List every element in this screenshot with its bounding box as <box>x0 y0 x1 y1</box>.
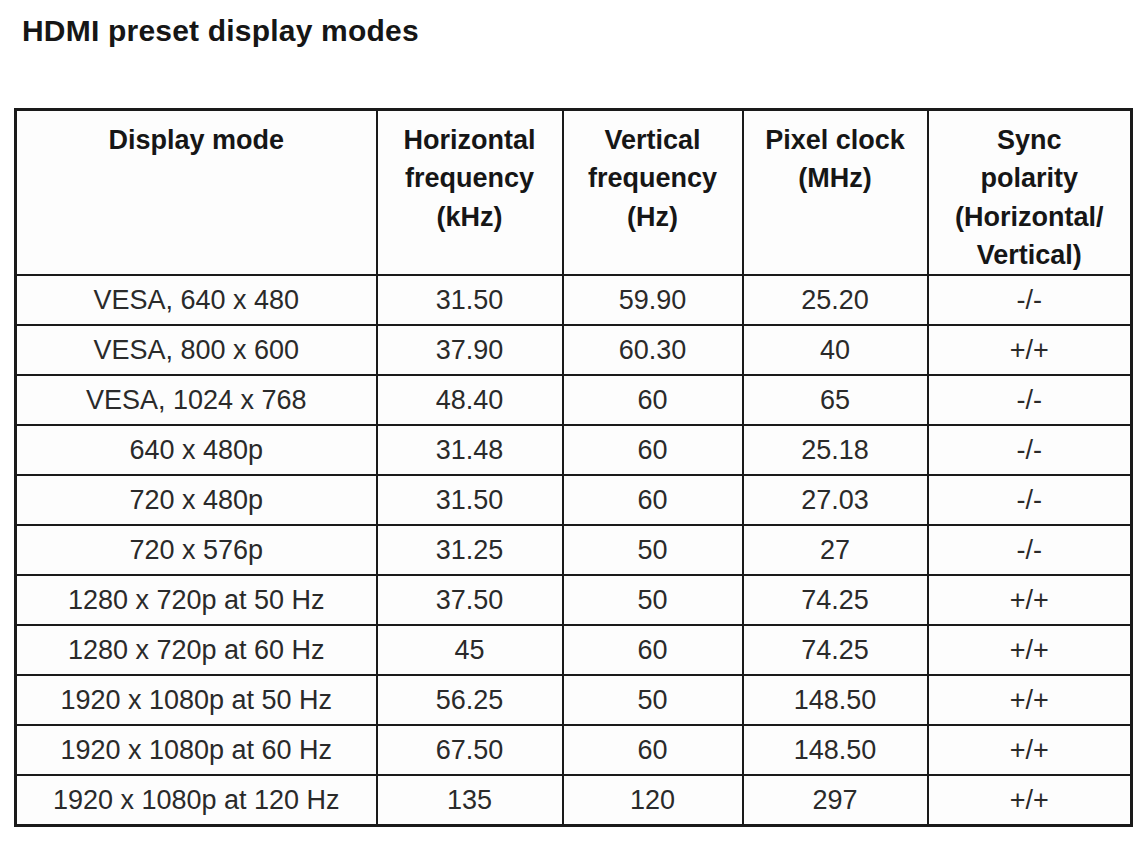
cell-pixel-clock: 27 <box>743 525 928 575</box>
cell-display-mode: VESA, 1024 x 768 <box>16 375 377 425</box>
document-page: HDMI preset display modes Display mode H… <box>0 0 1140 846</box>
cell-sync-polarity: -/- <box>928 425 1132 475</box>
cell-horizontal-frequency: 31.50 <box>377 275 563 325</box>
cell-horizontal-frequency: 135 <box>377 775 563 825</box>
cell-sync-polarity: +/+ <box>928 625 1132 675</box>
cell-pixel-clock: 297 <box>743 775 928 825</box>
cell-pixel-clock: 74.25 <box>743 625 928 675</box>
column-header-pixel-clock: Pixel clock (MHz) <box>743 110 928 276</box>
cell-display-mode: 720 x 480p <box>16 475 377 525</box>
cell-vertical-frequency: 50 <box>563 575 743 625</box>
cell-sync-polarity: +/+ <box>928 675 1132 725</box>
cell-sync-polarity: +/+ <box>928 575 1132 625</box>
column-header-display-mode: Display mode <box>16 110 377 276</box>
table-row: 640 x 480p 31.48 60 25.18 -/- <box>16 425 1132 475</box>
cell-vertical-frequency: 120 <box>563 775 743 825</box>
cell-display-mode: 1920 x 1080p at 50 Hz <box>16 675 377 725</box>
cell-horizontal-frequency: 31.48 <box>377 425 563 475</box>
cell-sync-polarity: -/- <box>928 475 1132 525</box>
cell-sync-polarity: +/+ <box>928 325 1132 375</box>
cell-pixel-clock: 74.25 <box>743 575 928 625</box>
cell-horizontal-frequency: 31.50 <box>377 475 563 525</box>
cell-sync-polarity: +/+ <box>928 775 1132 825</box>
cell-horizontal-frequency: 67.50 <box>377 725 563 775</box>
table-row: 1920 x 1080p at 120 Hz 135 120 297 +/+ <box>16 775 1132 825</box>
column-header-sync-polarity: Sync polarity (Horizontal/ Vertical) <box>928 110 1132 276</box>
cell-vertical-frequency: 50 <box>563 675 743 725</box>
cell-horizontal-frequency: 37.90 <box>377 325 563 375</box>
cell-display-mode: 1280 x 720p at 60 Hz <box>16 625 377 675</box>
cell-pixel-clock: 25.20 <box>743 275 928 325</box>
cell-horizontal-frequency: 48.40 <box>377 375 563 425</box>
table-row: 720 x 576p 31.25 50 27 -/- <box>16 525 1132 575</box>
cell-vertical-frequency: 60 <box>563 375 743 425</box>
cell-sync-polarity: -/- <box>928 375 1132 425</box>
cell-vertical-frequency: 59.90 <box>563 275 743 325</box>
table-row: 1280 x 720p at 50 Hz 37.50 50 74.25 +/+ <box>16 575 1132 625</box>
cell-vertical-frequency: 50 <box>563 525 743 575</box>
cell-display-mode: 1920 x 1080p at 60 Hz <box>16 725 377 775</box>
cell-pixel-clock: 40 <box>743 325 928 375</box>
table-row: 720 x 480p 31.50 60 27.03 -/- <box>16 475 1132 525</box>
table-row: 1280 x 720p at 60 Hz 45 60 74.25 +/+ <box>16 625 1132 675</box>
page-title: HDMI preset display modes <box>22 14 419 48</box>
cell-display-mode: VESA, 640 x 480 <box>16 275 377 325</box>
cell-pixel-clock: 27.03 <box>743 475 928 525</box>
cell-display-mode: 640 x 480p <box>16 425 377 475</box>
table-row: VESA, 800 x 600 37.90 60.30 40 +/+ <box>16 325 1132 375</box>
cell-display-mode: 720 x 576p <box>16 525 377 575</box>
cell-horizontal-frequency: 37.50 <box>377 575 563 625</box>
cell-horizontal-frequency: 56.25 <box>377 675 563 725</box>
table-row: 1920 x 1080p at 50 Hz 56.25 50 148.50 +/… <box>16 675 1132 725</box>
cell-display-mode: 1920 x 1080p at 120 Hz <box>16 775 377 825</box>
hdmi-preset-display-modes-table: Display mode Horizontal frequency (kHz) … <box>14 108 1133 827</box>
cell-horizontal-frequency: 45 <box>377 625 563 675</box>
cell-pixel-clock: 148.50 <box>743 725 928 775</box>
cell-sync-polarity: +/+ <box>928 725 1132 775</box>
cell-vertical-frequency: 60 <box>563 725 743 775</box>
cell-pixel-clock: 65 <box>743 375 928 425</box>
cell-horizontal-frequency: 31.25 <box>377 525 563 575</box>
table-header-row: Display mode Horizontal frequency (kHz) … <box>16 110 1132 276</box>
cell-vertical-frequency: 60 <box>563 625 743 675</box>
cell-sync-polarity: -/- <box>928 525 1132 575</box>
column-header-vertical-frequency: Vertical frequency (Hz) <box>563 110 743 276</box>
cell-pixel-clock: 25.18 <box>743 425 928 475</box>
cell-display-mode: VESA, 800 x 600 <box>16 325 377 375</box>
cell-display-mode: 1280 x 720p at 50 Hz <box>16 575 377 625</box>
column-header-horizontal-frequency: Horizontal frequency (kHz) <box>377 110 563 276</box>
table-row: VESA, 640 x 480 31.50 59.90 25.20 -/- <box>16 275 1132 325</box>
table-row: VESA, 1024 x 768 48.40 60 65 -/- <box>16 375 1132 425</box>
cell-vertical-frequency: 60.30 <box>563 325 743 375</box>
cell-sync-polarity: -/- <box>928 275 1132 325</box>
table-row: 1920 x 1080p at 60 Hz 67.50 60 148.50 +/… <box>16 725 1132 775</box>
cell-vertical-frequency: 60 <box>563 425 743 475</box>
cell-pixel-clock: 148.50 <box>743 675 928 725</box>
cell-vertical-frequency: 60 <box>563 475 743 525</box>
